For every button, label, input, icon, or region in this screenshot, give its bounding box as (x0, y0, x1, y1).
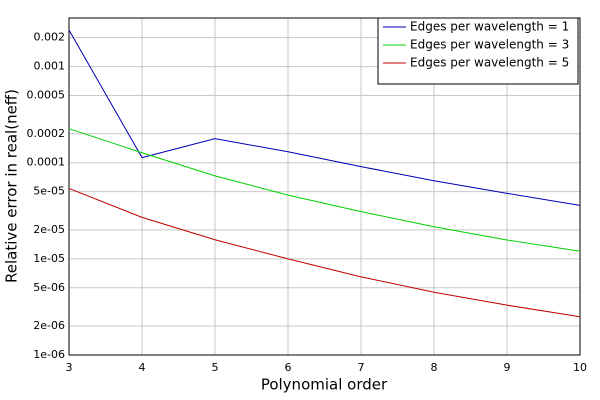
y-tick-label: 0.0002 (27, 127, 66, 140)
x-tick-label: 7 (358, 361, 365, 374)
series-line (68, 187, 581, 318)
y-tick-label: 0.001 (34, 60, 66, 73)
series-line (68, 29, 581, 206)
x-tick-label: 8 (431, 361, 438, 374)
y-tick-label: 1e-06 (33, 348, 65, 361)
x-tick-label: 10 (573, 361, 587, 374)
legend-label: Edges per wavelength = 3 (410, 38, 569, 52)
y-tick-label: 5e-05 (33, 185, 65, 198)
legend: Edges per wavelength = 1 Edges per wavele… (377, 17, 579, 85)
x-tick-label: 9 (504, 361, 511, 374)
x-axis-label: Polynomial order (261, 376, 388, 394)
legend-box (377, 17, 579, 85)
x-tick-label: 6 (285, 361, 292, 374)
y-tick-label: 5e-06 (33, 281, 65, 294)
x-tick-label: 4 (139, 361, 146, 374)
plot-frame (68, 17, 581, 356)
y-tick-label: 0.0005 (27, 89, 66, 102)
y-tick-label: 0.002 (34, 31, 66, 44)
legend-label: Edges per wavelength = 1 (410, 20, 569, 34)
y-tick-label: 1e-05 (33, 252, 65, 265)
series-line (68, 128, 581, 252)
y-tick-label: 0.0001 (27, 156, 66, 169)
x-tick-label: 3 (66, 361, 73, 374)
legend-label: Edges per wavelength = 5 (410, 56, 569, 70)
y-axis-label: Relative error in real(neff) (3, 89, 21, 283)
y-tick-label: 2e-06 (33, 319, 65, 332)
x-tick-label: 5 (212, 361, 219, 374)
y-tick-label: 2e-05 (33, 223, 65, 236)
